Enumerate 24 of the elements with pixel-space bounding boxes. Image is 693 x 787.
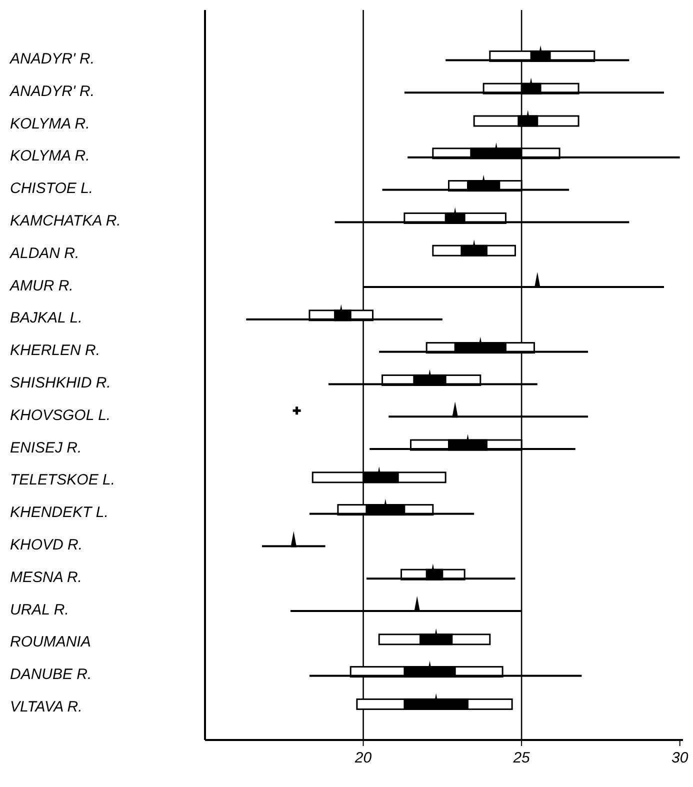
y-tick-label: AMUR R. <box>9 277 74 294</box>
x-tick-label: 30 <box>671 750 689 766</box>
y-tick-label: KAMCHATKA R. <box>10 212 121 230</box>
y-tick-label: KOLYMA R. <box>10 115 90 132</box>
y-tick-label: ENISEJ R. <box>10 439 82 456</box>
y-tick-label: VLTAVA R. <box>10 698 82 716</box>
y-tick-label: SHISHKHID R. <box>10 374 111 392</box>
x-tick-label: 20 <box>354 750 372 766</box>
y-tick-label: ROUMANIA <box>10 634 91 651</box>
y-tick-label: TELETSKOE L. <box>10 472 116 489</box>
y-tick-label: KHENDEKT L. <box>10 504 108 522</box>
y-tick-label: ALDAN R. <box>9 244 80 262</box>
y-tick-label: DANUBE R. <box>10 666 92 684</box>
y-tick-label: ANADYR' R. <box>9 82 95 100</box>
y-tick-label: MESNA R. <box>10 568 82 586</box>
y-tick-label: CHISTOE L. <box>10 180 94 198</box>
y-tick-label: KHERLEN R. <box>10 342 100 360</box>
y-tick-label: BAJKAL L. <box>10 310 82 327</box>
y-tick-label: ANADYR' R. <box>9 50 95 68</box>
y-tick-label: URAL R. <box>10 601 69 618</box>
y-tick-label: KHOVSGOL L. <box>10 406 111 424</box>
y-tick-label: KOLYMA R. <box>10 148 90 165</box>
y-tick-label: KHOVD R. <box>10 536 83 554</box>
x-tick-label: 25 <box>512 750 531 766</box>
